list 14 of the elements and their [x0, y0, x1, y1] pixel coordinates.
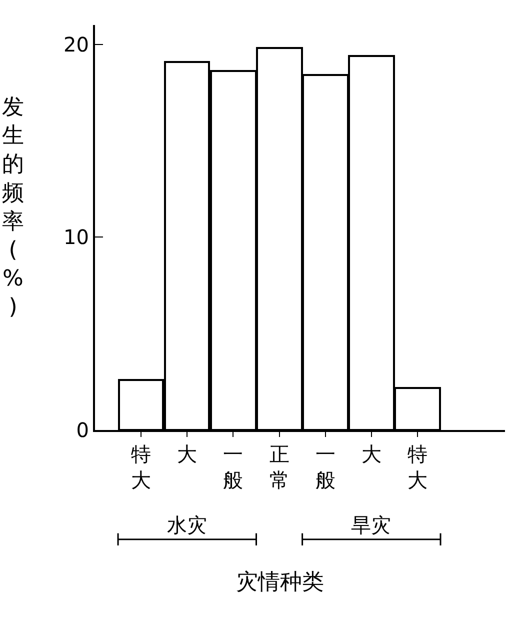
x-tick-label: 一般 [315, 442, 336, 492]
x-tick-label: 一般 [223, 442, 244, 492]
x-tick-label: 大 [177, 442, 198, 466]
y-axis-title: 发生的频率(%) [2, 95, 24, 320]
y-tick-label: 20 [64, 32, 89, 56]
x-tick-label: 正常 [269, 442, 290, 492]
y-tick-label: 0 [76, 418, 89, 442]
text: 旱灾 [351, 513, 391, 537]
x-tick-label: 特大 [131, 442, 152, 492]
y-tick-label: 10 [64, 225, 89, 250]
x-tick-label: 特大 [407, 442, 428, 492]
text: 水灾 [167, 513, 207, 537]
x-tick-label: 大 [361, 442, 382, 466]
x-axis-title: 灾情种类 [236, 570, 324, 595]
